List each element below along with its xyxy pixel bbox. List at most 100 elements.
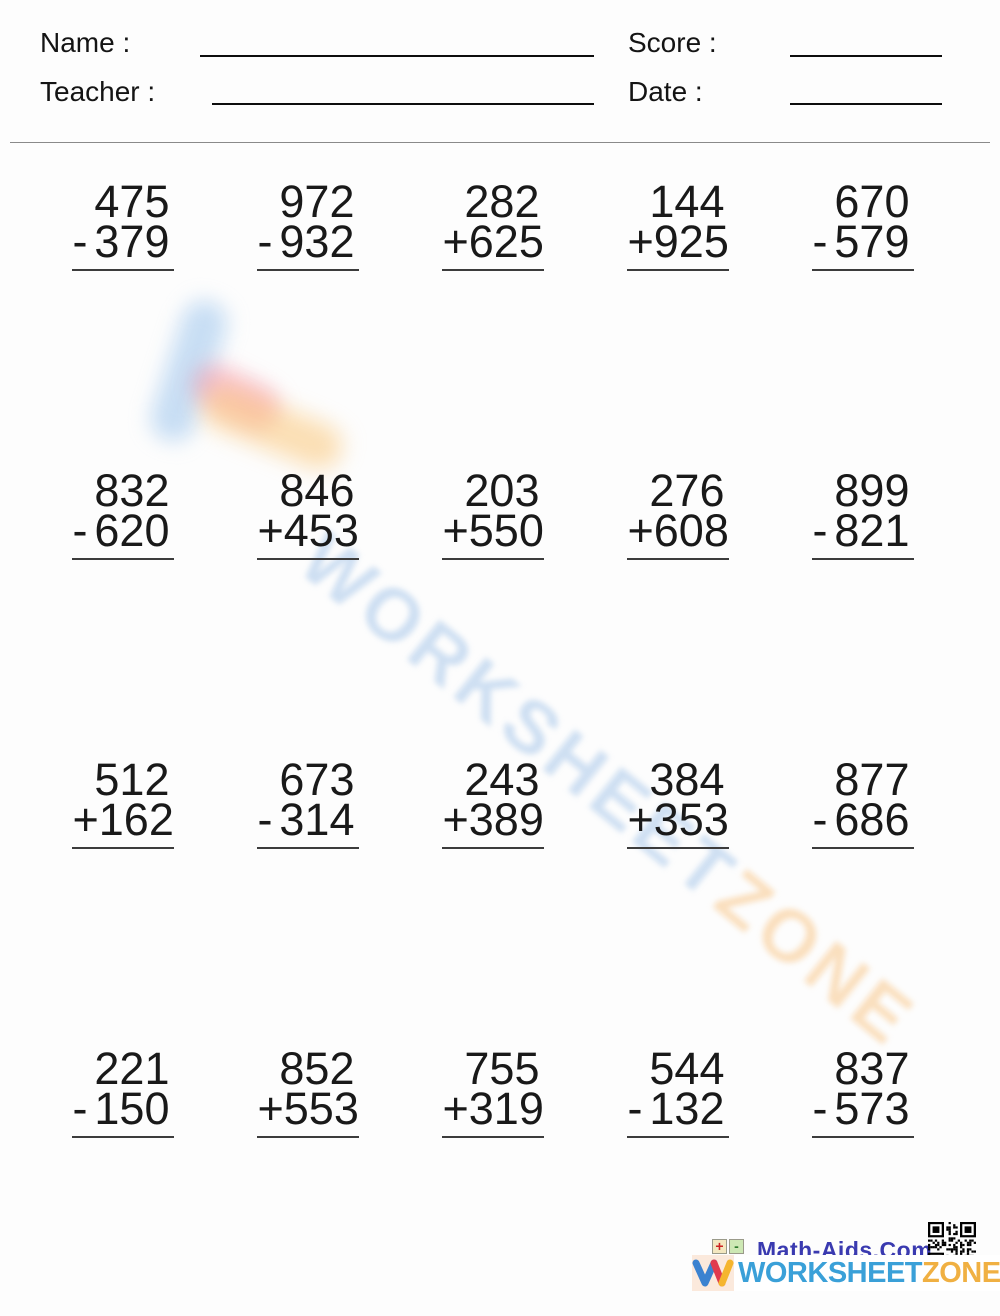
problem-top-number: 972 bbox=[279, 176, 355, 227]
problem-cell: 144 + 925 bbox=[585, 160, 770, 449]
problem-cell: 221 - 150 bbox=[30, 1027, 215, 1316]
problem-bottom-number: 573 bbox=[834, 1083, 910, 1134]
arithmetic-problem: 837 - 573 bbox=[811, 1043, 914, 1138]
teacher-blank-line bbox=[212, 81, 594, 105]
problem-operator: - bbox=[812, 216, 828, 267]
problem-cell: 282 + 625 bbox=[400, 160, 585, 449]
problem-top-number: 475 bbox=[94, 176, 170, 227]
problem-bottom-number: 925 bbox=[653, 216, 729, 267]
problem-top-number: 755 bbox=[464, 1043, 540, 1094]
problem-cell: 243 + 389 bbox=[400, 738, 585, 1027]
problem-bottom-number: 625 bbox=[468, 216, 544, 267]
worksheetzone-logo-background bbox=[692, 1255, 734, 1291]
problem-top-number: 673 bbox=[279, 754, 355, 805]
problem-cell: 475 - 379 bbox=[30, 160, 215, 449]
problem-cell: 673 - 314 bbox=[215, 738, 400, 1027]
problem-bottom-number: 608 bbox=[653, 505, 729, 556]
problem-cell: 972 - 932 bbox=[215, 160, 400, 449]
problem-bottom-number: 150 bbox=[94, 1083, 170, 1134]
problem-top-number: 144 bbox=[649, 176, 725, 227]
problem-bottom-number: 162 bbox=[98, 794, 174, 845]
problem-bottom-number: 620 bbox=[94, 505, 170, 556]
problem-top-number: 899 bbox=[834, 465, 910, 516]
brand-banner: WORKSHEETZONE bbox=[692, 1255, 1000, 1291]
plus-tile-icon: + bbox=[712, 1239, 727, 1254]
arithmetic-problem: 832 - 620 bbox=[71, 465, 174, 560]
problem-top-number: 837 bbox=[834, 1043, 910, 1094]
problem-operator: + bbox=[627, 216, 654, 267]
problem-top-number: 670 bbox=[834, 176, 910, 227]
problem-operator: - bbox=[72, 216, 88, 267]
arithmetic-problem: 384 + 353 bbox=[626, 757, 729, 849]
name-label: Name : bbox=[40, 27, 131, 58]
problem-cell: 832 - 620 bbox=[30, 449, 215, 738]
problem-operator: - bbox=[72, 505, 88, 556]
problem-bottom-number: 550 bbox=[468, 505, 544, 556]
arithmetic-problem: 282 + 625 bbox=[441, 179, 544, 271]
header-divider bbox=[10, 142, 990, 143]
problem-operator: - bbox=[257, 794, 273, 845]
problem-cell: 852 + 553 bbox=[215, 1027, 400, 1316]
problem-cell: 899 - 821 bbox=[770, 449, 955, 738]
problem-operator: - bbox=[627, 1083, 643, 1134]
problem-cell: 544 - 132 bbox=[585, 1027, 770, 1316]
arithmetic-problem: 852 + 553 bbox=[256, 1043, 359, 1138]
arithmetic-problem: 475 - 379 bbox=[71, 176, 174, 271]
problem-top-number: 877 bbox=[834, 754, 910, 805]
problem-operator: - bbox=[72, 1083, 88, 1134]
problem-top-number: 276 bbox=[649, 465, 725, 516]
problem-operator: - bbox=[812, 1083, 828, 1134]
name-blank-line bbox=[200, 33, 594, 57]
problem-bottom-number: 821 bbox=[834, 505, 910, 556]
worksheetzone-w-icon bbox=[692, 1259, 734, 1287]
problem-bottom-number: 319 bbox=[468, 1083, 544, 1134]
problem-bottom-number: 553 bbox=[283, 1083, 359, 1134]
problem-cell: 837 - 573 bbox=[770, 1027, 955, 1316]
problem-bottom-number: 379 bbox=[94, 216, 170, 267]
problem-operator: + bbox=[442, 216, 469, 267]
problem-operator: + bbox=[257, 505, 284, 556]
problem-bottom-number: 389 bbox=[468, 794, 544, 845]
arithmetic-problem: 144 + 925 bbox=[626, 176, 729, 271]
problem-cell: 384 + 353 bbox=[585, 738, 770, 1027]
brand-text-primary: WORKSHEET bbox=[738, 1256, 923, 1289]
problem-operator: - bbox=[812, 794, 828, 845]
arithmetic-problem: 512 + 162 bbox=[71, 754, 174, 849]
date-label: Date : bbox=[628, 76, 703, 107]
problem-top-number: 203 bbox=[464, 465, 540, 516]
problem-operator: + bbox=[627, 794, 654, 845]
problem-top-number: 243 bbox=[464, 754, 540, 805]
problem-cell: 276 + 608 bbox=[585, 449, 770, 738]
problem-cell: 755 + 319 bbox=[400, 1027, 585, 1316]
problem-operator: + bbox=[72, 794, 99, 845]
arithmetic-problem: 243 + 389 bbox=[441, 754, 544, 849]
problem-top-number: 852 bbox=[279, 1043, 355, 1094]
problem-bottom-number: 579 bbox=[834, 216, 910, 267]
arithmetic-problem: 203 + 550 bbox=[441, 465, 544, 560]
problem-bottom-number: 353 bbox=[653, 794, 729, 845]
arithmetic-problem: 755 + 319 bbox=[441, 1043, 544, 1138]
problem-operator: + bbox=[442, 794, 469, 845]
minus-tile-icon: - bbox=[729, 1239, 744, 1254]
problem-cell: 877 - 686 bbox=[770, 738, 955, 1027]
arithmetic-problem: 899 - 821 bbox=[811, 465, 914, 560]
problem-cell: 846 + 453 bbox=[215, 449, 400, 738]
problem-operator: + bbox=[442, 505, 469, 556]
problem-bottom-number: 686 bbox=[834, 794, 910, 845]
problems-grid: 475 - 379 972 - 932 282 + 625 144 bbox=[30, 160, 955, 1316]
score-blank-line bbox=[790, 33, 942, 57]
problem-bottom-number: 132 bbox=[649, 1083, 725, 1134]
arithmetic-problem: 221 - 150 bbox=[71, 1046, 174, 1138]
problem-operator: + bbox=[442, 1083, 469, 1134]
teacher-label: Teacher : bbox=[40, 76, 156, 107]
arithmetic-problem: 673 - 314 bbox=[256, 754, 359, 849]
problem-cell: 670 - 579 bbox=[770, 160, 955, 449]
arithmetic-problem: 544 - 132 bbox=[626, 1046, 729, 1138]
problem-operator: + bbox=[257, 1083, 284, 1134]
arithmetic-problem: 276 + 608 bbox=[626, 465, 729, 560]
problem-top-number: 832 bbox=[94, 465, 170, 516]
brand-text-secondary: ZONE bbox=[922, 1256, 1000, 1289]
problem-operator: - bbox=[812, 505, 828, 556]
problem-top-number: 512 bbox=[94, 754, 170, 805]
problem-bottom-number: 453 bbox=[283, 505, 359, 556]
